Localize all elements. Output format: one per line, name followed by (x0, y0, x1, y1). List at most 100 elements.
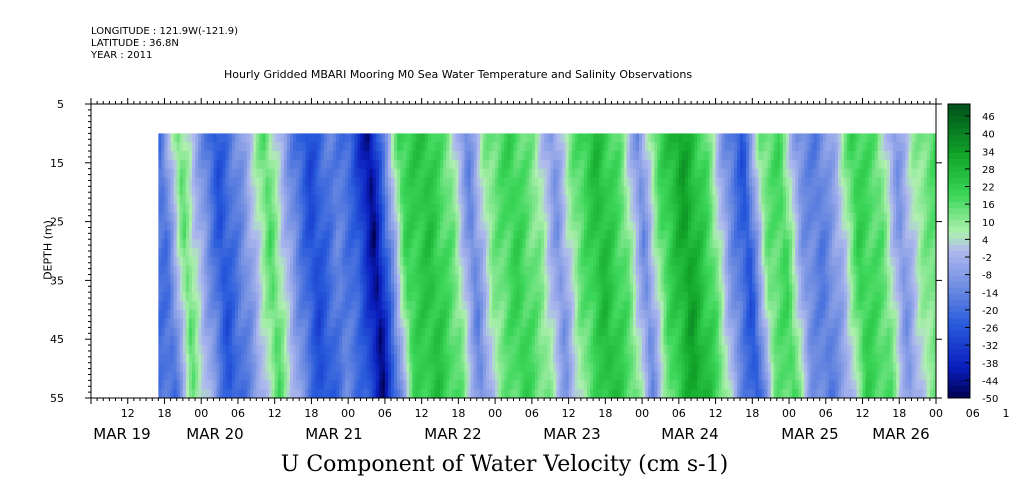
heatmap-cell (495, 309, 499, 320)
heatmap-cell (207, 380, 211, 390)
heatmap-cell (293, 133, 297, 143)
heatmap-cell (596, 318, 600, 328)
heatmap-cell (568, 318, 573, 328)
heatmap-cell (629, 186, 634, 196)
heatmap-cell (485, 283, 490, 293)
heatmap-cell (173, 327, 178, 337)
heatmap-cell (305, 274, 309, 284)
heatmap-cell (265, 151, 269, 161)
heatmap-cell (167, 336, 171, 346)
heatmap-cell (629, 159, 634, 170)
heatmap-cell (639, 168, 643, 178)
heatmap-cell (173, 133, 178, 143)
heatmap-cell (219, 151, 224, 161)
heatmap-cell (198, 151, 202, 161)
heatmap-cell (222, 371, 227, 381)
heatmap-cell (467, 371, 472, 381)
heatmap-cell (342, 159, 346, 170)
heatmap-cell (225, 168, 230, 178)
heatmap-cell (299, 292, 303, 302)
heatmap-cell (583, 300, 588, 311)
heatmap-cell (608, 336, 612, 346)
heatmap-cell (204, 256, 208, 267)
heatmap-cell (415, 142, 419, 152)
heatmap-cell (617, 292, 622, 302)
heatmap-cell (476, 133, 481, 143)
heatmap-cell (338, 186, 343, 196)
heatmap-cell (299, 195, 303, 205)
heatmap-cell (173, 371, 178, 381)
heatmap-cell (544, 186, 548, 196)
heatmap-cell (204, 336, 208, 346)
heatmap-cell (452, 274, 456, 284)
heatmap-cell (391, 159, 395, 170)
heatmap-cell (504, 345, 508, 355)
heatmap-cell (164, 142, 168, 152)
heatmap-cell (482, 318, 487, 328)
heatmap-cell (583, 133, 588, 143)
heatmap-cell (326, 159, 331, 170)
heatmap-cell (452, 248, 456, 258)
heatmap-cell (623, 309, 628, 320)
heatmap-cell (550, 318, 554, 328)
heatmap-cell (305, 371, 309, 381)
heatmap-cell (559, 318, 563, 328)
heatmap-cell (277, 336, 282, 346)
heatmap-cell (290, 345, 294, 355)
heatmap-cell (443, 336, 447, 346)
heatmap-cell (216, 159, 220, 170)
heatmap-cell (354, 362, 358, 372)
heatmap-cell (305, 177, 309, 187)
heatmap-cell (332, 186, 337, 196)
heatmap-cell (660, 327, 664, 337)
heatmap-cell (458, 327, 462, 337)
heatmap-cell (311, 159, 315, 170)
heatmap-cell (213, 265, 217, 275)
heatmap-cell (231, 133, 236, 143)
heatmap-cell (489, 256, 493, 267)
heatmap-cell (397, 195, 401, 205)
heatmap-cell (290, 230, 294, 240)
heatmap-cell (158, 292, 162, 302)
heatmap-cell (660, 336, 664, 346)
heatmap-cell (645, 389, 649, 399)
heatmap-cell (354, 133, 358, 143)
heatmap-cell (519, 345, 524, 355)
heatmap-cell (348, 345, 352, 355)
heatmap-cell (296, 318, 300, 328)
heatmap-cell (338, 283, 343, 293)
heatmap-cell (504, 318, 508, 328)
heatmap-cell (394, 309, 398, 320)
heatmap-cell (611, 256, 615, 267)
heatmap-cell (470, 186, 475, 196)
heatmap-cell (424, 239, 429, 249)
heatmap-cell (185, 142, 190, 152)
heatmap-cell (476, 362, 481, 372)
heatmap-cell (244, 195, 248, 205)
heatmap-cell (531, 212, 536, 222)
heatmap-cell (268, 300, 273, 311)
heatmap-cell (317, 371, 322, 381)
heatmap-cell (357, 221, 361, 231)
heatmap-cell (378, 203, 383, 214)
heatmap-cell (495, 256, 499, 267)
heatmap-cell (277, 230, 282, 240)
heatmap-cell (571, 362, 576, 372)
heatmap-cell (271, 186, 276, 196)
heatmap-cell (375, 371, 380, 381)
heatmap-cell (286, 186, 291, 196)
heatmap-cell (534, 168, 539, 178)
heatmap-cell (384, 292, 389, 302)
heatmap-cell (207, 371, 211, 381)
heatmap-cell (556, 265, 560, 275)
heatmap-cell (660, 151, 664, 161)
heatmap-cell (277, 239, 282, 249)
heatmap-cell (338, 345, 343, 355)
heatmap-cell (648, 309, 652, 320)
heatmap-cell (617, 265, 622, 275)
heatmap-cell (501, 371, 505, 381)
heatmap-cell (620, 151, 625, 161)
heatmap-cell (201, 186, 205, 196)
heatmap-cell (354, 142, 358, 152)
heatmap-cell (556, 221, 560, 231)
